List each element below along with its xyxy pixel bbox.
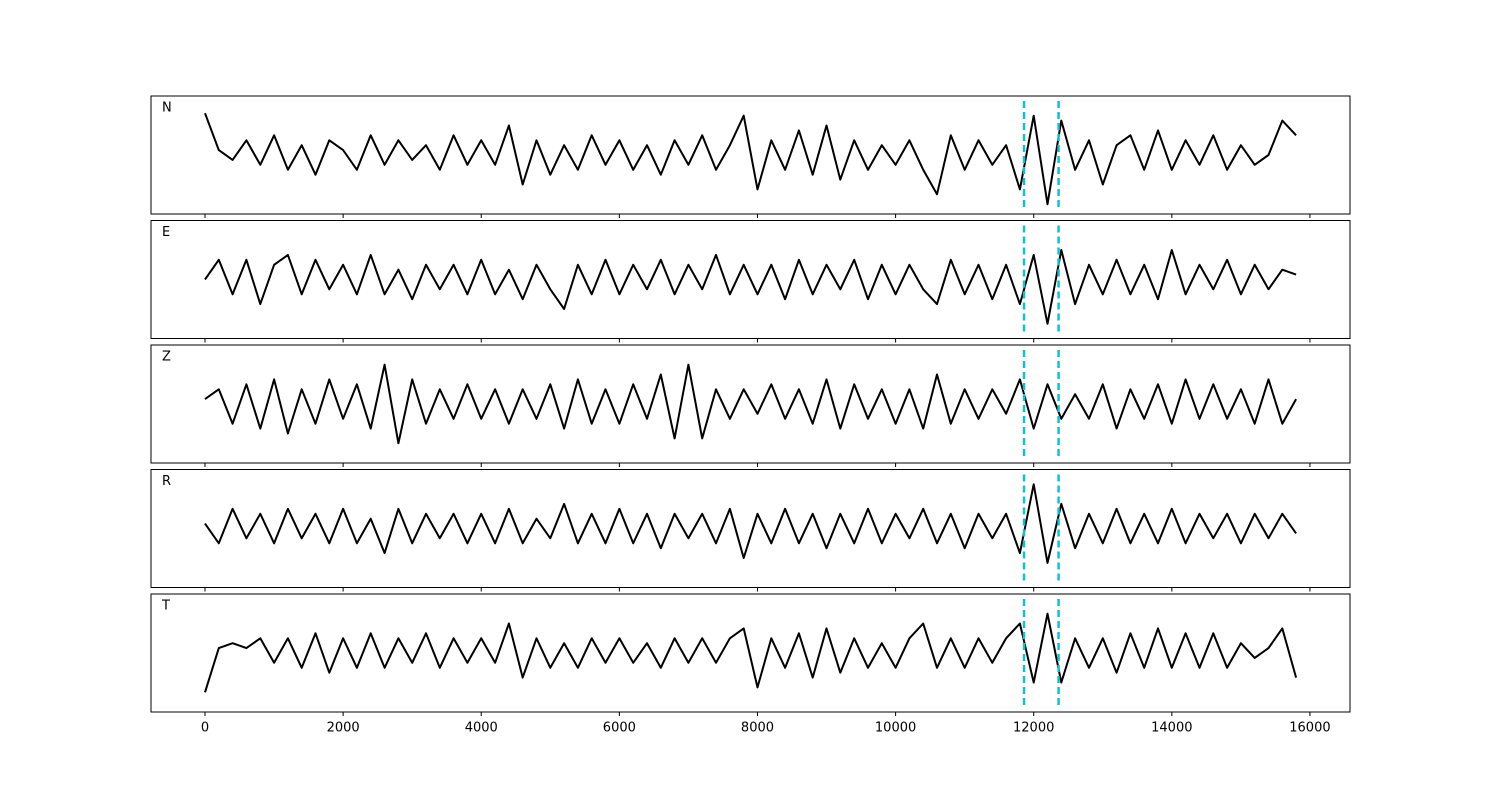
panel-frame	[150, 469, 1351, 588]
x-tick-label: 0	[201, 721, 209, 736]
x-tick-label: 8000	[741, 721, 774, 736]
x-tick-label: 16000	[1289, 721, 1330, 736]
panel-frame	[150, 220, 1351, 339]
panel-frame	[150, 593, 1351, 713]
panel-label: R	[162, 474, 171, 489]
panel-label: Z	[162, 350, 171, 365]
trace-line	[204, 363, 1297, 445]
x-tick-label: 4000	[465, 721, 498, 736]
x-tick-label: 12000	[1013, 721, 1054, 736]
trace-line	[204, 112, 1297, 206]
x-tick-label: 14000	[1151, 721, 1192, 736]
trace-line	[204, 483, 1297, 564]
x-tick-label: 2000	[327, 721, 360, 736]
trace-line	[204, 612, 1298, 693]
panel-frame	[150, 344, 1351, 464]
trace-line	[204, 249, 1297, 325]
x-tick-label: 10000	[875, 721, 916, 736]
panel-label: N	[162, 101, 172, 116]
panel-label: E	[162, 225, 170, 240]
panel-frame	[150, 95, 1351, 215]
panel-label: T	[161, 599, 170, 614]
x-tick-label: 6000	[603, 721, 636, 736]
